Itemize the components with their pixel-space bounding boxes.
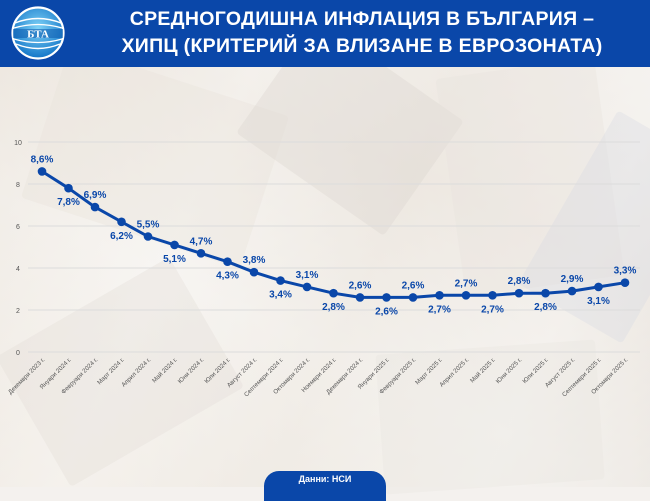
data-point [408,293,418,302]
data-label: 4,7% [190,236,213,247]
data-label: 2,9% [561,274,584,285]
data-point [90,202,100,212]
data-label: 8,6% [31,154,54,165]
chart-gridlines [28,141,640,353]
x-tick-label: Май 2024 г. [151,356,179,384]
x-tick-label: Май 2025 г. [469,356,497,384]
x-tick-label: Юни 2024 г. [177,356,206,385]
source-text: Данни: НСИ [298,474,352,484]
data-point [64,183,73,193]
data-point [461,291,471,300]
data-point [170,240,179,250]
data-label: 7,8% [57,197,80,208]
data-label: 2,6% [402,280,425,291]
data-point [196,249,206,258]
y-tick-label: 6 [16,224,20,231]
data-label: 5,5% [137,220,160,231]
x-tick-label: Юни 2025 г. [495,356,524,385]
data-points [37,167,630,302]
data-point [143,232,153,241]
bta-logo-icon: БТА [11,6,65,60]
data-point [355,293,365,302]
data-point [514,288,524,298]
data-labels: 8,6% 7,8% 6,9% 6,2% 5,5% 5,1% 4,7% 4,3% 3,8% 3,4%… [31,154,637,317]
data-label: 2,7% [455,278,478,289]
data-label: 6,2% [110,231,133,242]
data-label: 3,3% [614,266,637,277]
title-line-1: СРЕДНОГОДИШНА ИНФЛАЦИЯ В БЪЛГАРИЯ – [129,8,595,30]
title-line-2: ХИПЦ (КРИТЕРИЙ ЗА ВЛИЗАНЕ В ЕВРОЗОНАТА) [121,35,603,57]
y-axis-ticks: 0 2 4 6 8 10 [14,140,22,357]
data-label: 2,6% [349,280,372,291]
data-label: 3,1% [587,296,610,307]
y-tick-label: 0 [16,350,20,357]
data-point [488,291,497,300]
data-point [620,278,630,288]
data-point [117,217,126,227]
data-point [329,288,338,298]
header-banner: БТА СРЕДНОГОДИШНА ИНФЛАЦИЯ В БЪЛГАРИЯ – … [0,0,650,67]
data-point [594,282,603,292]
page-title: СРЕДНОГОДИШНА ИНФЛАЦИЯ В БЪЛГАРИЯ – ХИПЦ… [92,6,632,60]
data-label: 2,7% [428,304,451,315]
x-tick-label: Декември 2023 г. [7,356,47,396]
data-label: 3,8% [243,255,266,266]
x-axis-ticks: Декември 2023 г.Януари 2024 г.Февруари 2… [7,356,630,398]
background-euro-banknotes [0,18,650,495]
data-point [37,167,47,176]
data-label: 2,8% [322,302,345,313]
data-point [249,267,259,277]
data-label: 6,9% [84,190,107,201]
data-label: 2,8% [508,276,531,287]
data-point [382,293,391,302]
y-tick-label: 10 [14,140,22,147]
data-label: 2,6% [375,306,398,317]
data-label: 2,7% [481,304,504,315]
data-point [567,286,577,296]
data-label: 4,3% [216,271,239,282]
data-point [223,257,232,267]
y-tick-label: 2 [16,308,20,315]
data-label: 3,1% [296,270,319,281]
line-chart: 0 2 4 6 8 10 8,6% 7,8% 6,9% 6,2% 5,5% 5,1% 4,7% 4,3%… [7,140,640,398]
data-point [435,291,444,300]
data-point [302,282,312,292]
data-label: 3,4% [269,290,292,301]
source-badge: Данни: НСИ [264,471,386,501]
data-point [276,276,285,285]
svg-text:БТА: БТА [27,29,49,41]
y-tick-label: 4 [16,266,20,273]
data-label: 5,1% [163,254,186,265]
data-label: 2,8% [534,302,557,313]
y-tick-label: 8 [16,182,20,189]
data-point [541,288,550,298]
